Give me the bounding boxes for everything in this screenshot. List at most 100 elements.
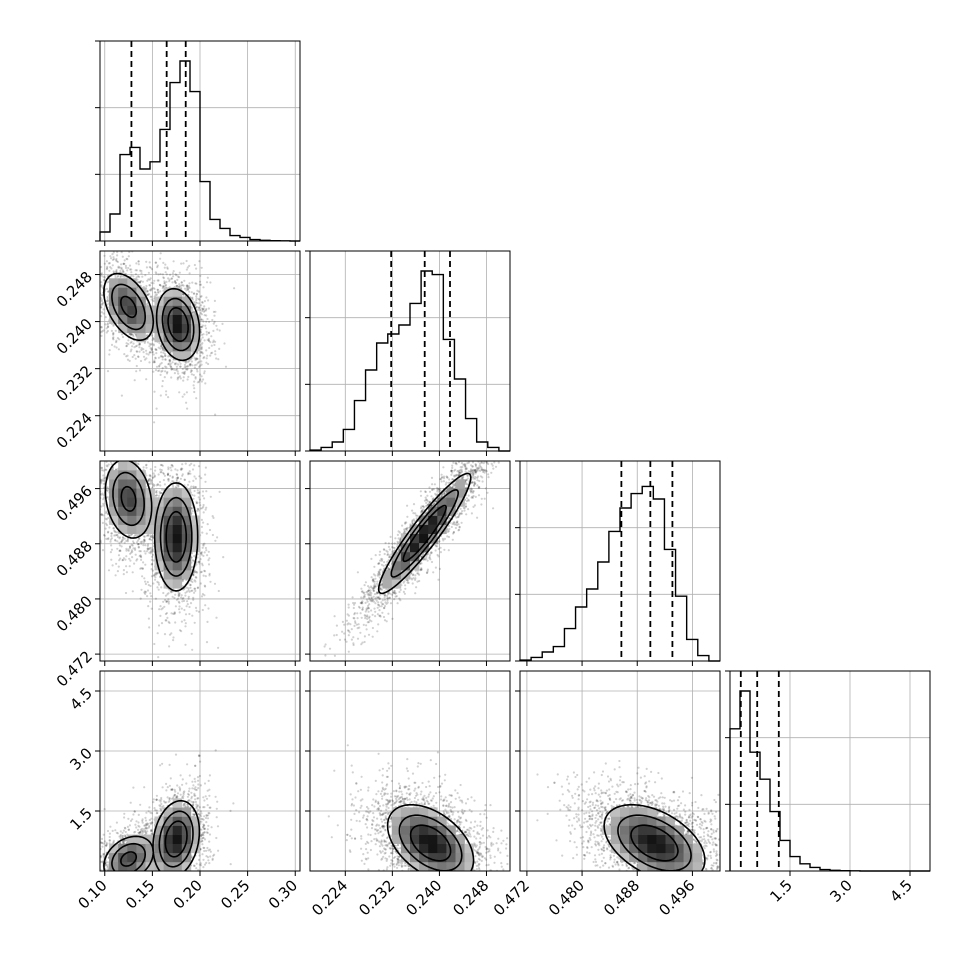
scatter-point — [208, 557, 211, 560]
scatter-point — [157, 279, 160, 282]
scatter-point — [173, 362, 177, 365]
scatter-point — [195, 609, 198, 612]
scatter-point — [149, 550, 153, 553]
scatter-point — [140, 269, 143, 273]
scatter-point — [112, 251, 115, 254]
scatter-point — [197, 302, 200, 305]
scatter-point — [180, 284, 183, 287]
scatter-point — [147, 534, 150, 537]
scatter-point — [124, 264, 127, 267]
scatter-point — [126, 354, 129, 357]
scatter-point — [151, 338, 154, 342]
scatter-point — [106, 465, 109, 468]
scatter-point — [136, 281, 140, 284]
scatter-point — [125, 539, 128, 543]
density-cell — [118, 296, 128, 306]
scatter-point — [161, 607, 164, 610]
scatter-point — [159, 363, 162, 366]
scatter-point — [193, 579, 196, 582]
scatter-point — [150, 546, 153, 549]
scatter-point — [102, 308, 105, 311]
scatter-point — [114, 259, 118, 262]
scatter-point — [164, 594, 167, 597]
scatter-point — [162, 355, 165, 358]
scatter-point — [155, 571, 158, 574]
scatter-point — [103, 496, 106, 499]
scatter-point — [170, 469, 173, 472]
scatter-point — [200, 295, 203, 298]
scatter-point — [131, 333, 135, 337]
scatter-point — [206, 354, 209, 357]
scatter-point — [197, 508, 200, 511]
scatter-point — [116, 254, 119, 257]
scatter-point — [174, 281, 177, 285]
scatter-point — [212, 329, 215, 332]
scatter-point — [121, 559, 124, 562]
scatter-point — [148, 288, 152, 292]
scatter-point — [195, 357, 198, 360]
scatter-point — [121, 335, 125, 339]
scatter-point — [101, 303, 104, 306]
scatter-point — [143, 590, 146, 593]
scatter-point — [195, 351, 198, 354]
scatter-point — [108, 269, 111, 272]
scatter-point — [106, 329, 109, 333]
scatter-point — [160, 354, 163, 357]
scatter-point — [116, 337, 119, 340]
scatter-point — [139, 284, 142, 287]
scatter-point — [136, 534, 139, 537]
scatter-point — [102, 504, 105, 507]
scatter-point — [134, 547, 137, 550]
scatter-point — [222, 556, 225, 559]
scatter-point — [200, 304, 203, 307]
scatter-point — [159, 252, 162, 255]
scatter-point — [100, 284, 103, 287]
scatter-point — [187, 375, 190, 378]
scatter-point — [187, 589, 190, 592]
scatter-point — [186, 407, 189, 410]
scatter-point — [212, 310, 215, 313]
scatter-point — [109, 255, 112, 258]
density-cell — [172, 341, 183, 352]
scatter-point — [195, 297, 198, 300]
scatter-point — [198, 379, 202, 382]
scatter-point — [130, 333, 133, 336]
scatter-point — [233, 287, 236, 290]
scatter-point — [151, 562, 154, 566]
scatter-point — [156, 264, 159, 267]
scatter-point — [193, 571, 196, 574]
scatter-point — [186, 284, 189, 287]
density-cell — [145, 323, 155, 334]
scatter-point — [148, 342, 151, 345]
scatter-point — [203, 356, 206, 359]
scatter-point — [200, 518, 203, 522]
scatter-point — [112, 258, 116, 261]
scatter-point — [213, 299, 216, 302]
scatter-point — [100, 331, 103, 334]
scatter-point — [121, 255, 124, 258]
scatter-point — [152, 472, 155, 475]
scatter-point — [186, 367, 189, 370]
scatter-point — [184, 368, 187, 371]
scatter-point — [216, 536, 219, 539]
scatter-point — [146, 293, 149, 297]
density-cell — [154, 305, 164, 315]
scatter-point — [159, 290, 162, 293]
scatter-point — [149, 600, 152, 603]
scatter-point — [145, 550, 148, 553]
scatter-point — [151, 334, 154, 337]
scatter-point — [167, 277, 170, 280]
scatter-point — [137, 545, 140, 549]
contour-line — [120, 295, 138, 319]
scatter-point — [169, 365, 172, 368]
scatter-point — [217, 358, 220, 361]
scatter-point — [150, 351, 153, 354]
scatter-point — [206, 554, 209, 557]
scatter-point — [105, 468, 108, 471]
scatter-point — [194, 358, 198, 361]
scatter-point — [161, 358, 164, 361]
scatter-point — [167, 362, 170, 365]
density-cell — [181, 351, 192, 361]
scatter-point — [112, 331, 115, 335]
scatter-point — [107, 476, 110, 480]
